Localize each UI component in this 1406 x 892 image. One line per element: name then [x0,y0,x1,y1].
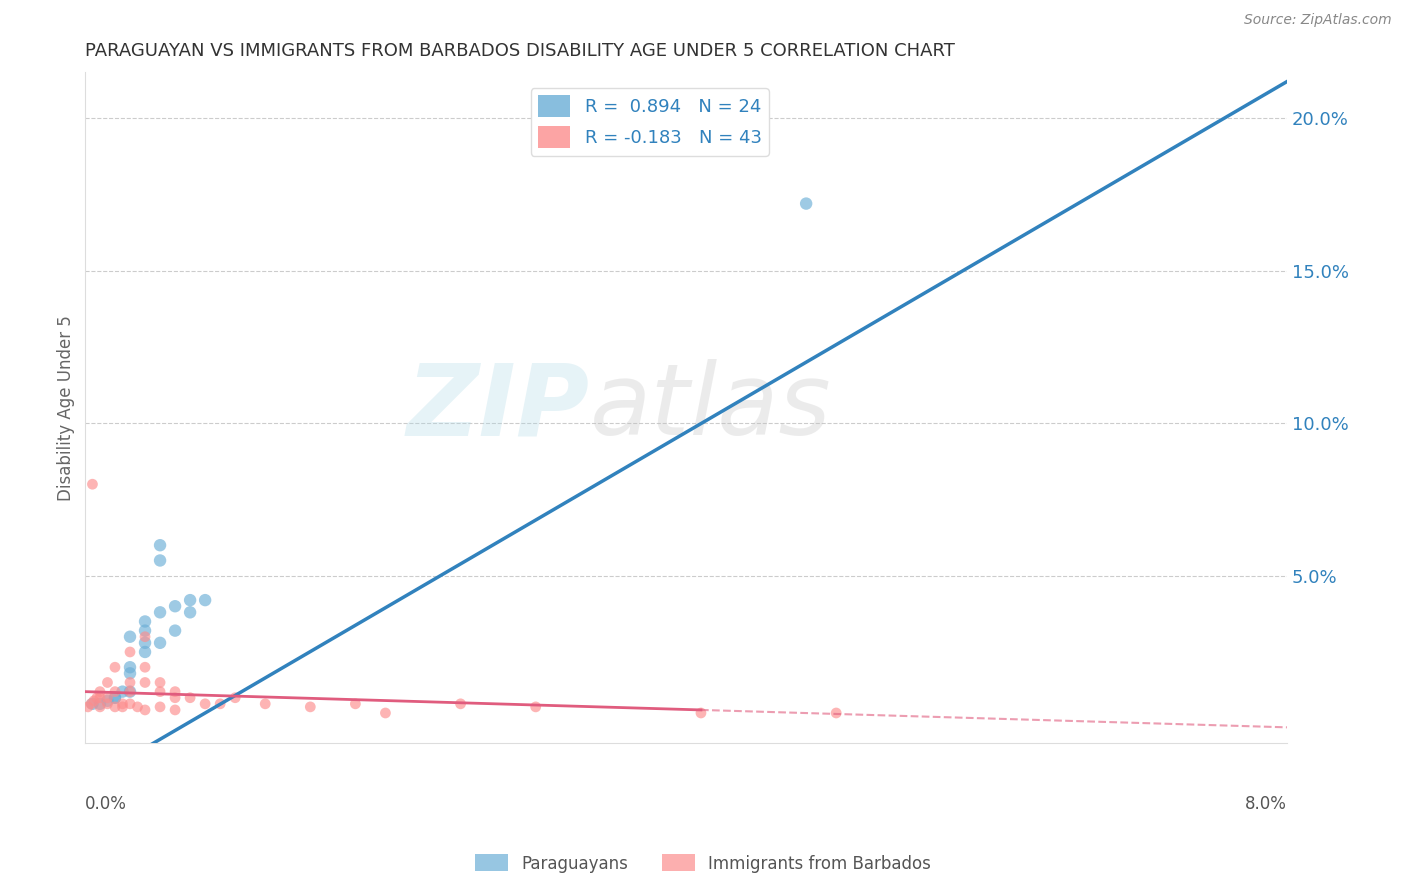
Point [118,660,141,674]
Point [165,703,187,717]
Point [194,697,217,711]
Point [118,697,141,711]
Point [825,706,848,720]
Point [118,684,141,698]
Point [134,636,156,650]
Text: Source: ZipAtlas.com: Source: ZipAtlas.com [1244,13,1392,28]
Point [149,699,172,714]
Legend: R =  0.894   N = 24, R = -0.183   N = 43: R = 0.894 N = 24, R = -0.183 N = 43 [530,88,769,156]
Point [134,624,156,638]
Point [111,697,134,711]
Point [149,636,172,650]
Point [104,690,127,705]
Point [134,660,156,674]
Point [224,690,246,705]
Point [524,699,547,714]
Point [134,615,156,629]
Text: ZIP: ZIP [406,359,589,457]
Point [80,697,103,711]
Point [89,699,111,714]
Point [96,675,118,690]
Point [118,666,141,681]
Text: 0.0%: 0.0% [84,796,127,814]
Point [149,605,172,619]
Point [82,477,104,491]
Point [299,699,322,714]
Text: PARAGUAYAN VS IMMIGRANTS FROM BARBADOS DISABILITY AGE UNDER 5 CORRELATION CHART: PARAGUAYAN VS IMMIGRANTS FROM BARBADOS D… [84,42,955,60]
Point [165,690,187,705]
Point [118,645,141,659]
Point [96,694,118,708]
Point [165,684,187,698]
Point [794,196,817,211]
Point [149,538,172,552]
Point [86,690,108,705]
Point [134,675,156,690]
Point [209,697,232,711]
Y-axis label: Disability Age Under 5: Disability Age Under 5 [58,315,75,501]
Point [134,703,156,717]
Point [127,699,149,714]
Point [104,660,127,674]
Point [89,697,111,711]
Point [118,675,141,690]
Point [118,684,141,698]
Point [149,675,172,690]
Point [179,593,201,607]
Point [96,697,118,711]
Point [96,690,118,705]
Point [134,630,156,644]
Point [149,684,172,698]
Point [111,699,134,714]
Point [179,605,201,619]
Point [179,690,201,705]
Point [89,690,111,705]
Point [165,624,187,638]
Point [82,697,104,711]
Legend: Paraguayans, Immigrants from Barbados: Paraguayans, Immigrants from Barbados [468,847,938,880]
Text: 8.0%: 8.0% [1246,796,1286,814]
Point [77,699,100,714]
Point [165,599,187,614]
Point [194,593,217,607]
Point [104,684,127,698]
Point [254,697,277,711]
Point [690,706,713,720]
Point [450,697,472,711]
Point [104,699,127,714]
Point [344,697,367,711]
Point [374,706,396,720]
Point [134,645,156,659]
Point [111,684,134,698]
Point [118,630,141,644]
Point [149,553,172,567]
Point [104,690,127,705]
Point [83,694,105,708]
Text: atlas: atlas [589,359,831,457]
Point [89,684,111,698]
